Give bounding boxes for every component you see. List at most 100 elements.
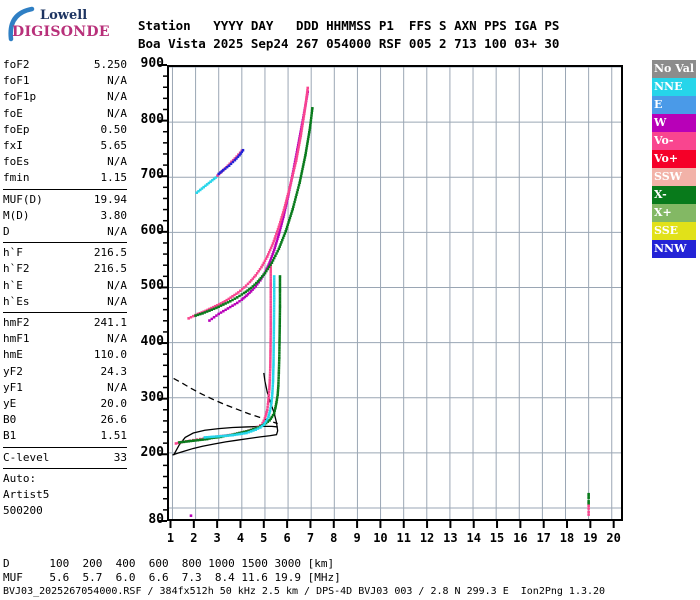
param-value: 33 (113, 450, 127, 464)
param-row: fxI 5.65 (3, 138, 127, 154)
x-tick-label: 10 (373, 531, 388, 545)
legend-item-x-[interactable]: X+ (652, 204, 696, 222)
param-group: h`F 216.5 h`F2 216.5 h`E N/A h`Es N/A (3, 245, 127, 310)
param-value: 110.0 (93, 348, 127, 362)
param-row: h`Es N/A (3, 294, 127, 310)
auto-scaler-code: 500200 (3, 504, 43, 518)
muf-distance-table: D 100 200 400 600 800 1000 1500 3000 [km… (3, 557, 341, 585)
param-key: M(D) (3, 208, 30, 222)
param-row: M(D) 3.80 (3, 208, 127, 224)
lowell-digisonde-logo: Lowell DIGISONDE (6, 4, 126, 48)
polarization-legend: No Val NNE E W Vo- Vo+ SSW X- X+ SSE NNW (652, 60, 696, 258)
param-value: 216.5 (93, 246, 127, 260)
y-tick-label: 500 (140, 278, 164, 294)
legend-item-sse[interactable]: SSE (652, 222, 696, 240)
x-tick-label: 11 (396, 531, 411, 545)
param-value: 3.80 (100, 208, 128, 222)
x-tick-label: 5 (260, 531, 268, 545)
ionogram-parameter-table: foF2 5.250 foF1 N/A foF1p N/A foE N/A foEp 0.50 fx… (3, 57, 127, 519)
muf-table-muf-row: MUF 5.6 5.7 6.0 6.6 7.3 8.4 11.6 19.9 [M… (3, 571, 341, 584)
param-value: N/A (107, 332, 127, 346)
param-row: fmin 1.15 (3, 170, 127, 186)
param-divider (3, 446, 127, 448)
y-tick-label: 600 (140, 222, 164, 238)
param-divider (3, 242, 127, 244)
param-value: N/A (107, 106, 127, 120)
x-tick-label: 2 (190, 531, 198, 545)
x-tick-label: 1 (166, 531, 175, 545)
x-tick-label: 16 (513, 531, 528, 545)
x-tick-label: 17 (536, 531, 551, 545)
param-row: yF1 N/A (3, 380, 127, 396)
legend-item-ssw[interactable]: SSW (652, 168, 696, 186)
param-group: C-level 33 (3, 450, 127, 466)
param-row: B0 26.6 (3, 412, 127, 428)
param-key: foEp (3, 122, 30, 136)
param-value: N/A (107, 294, 127, 308)
auto-scaler-label: Auto: (3, 471, 37, 485)
param-group: MUF(D) 19.94 M(D) 3.80 D N/A (3, 192, 127, 241)
param-row: h`E N/A (3, 278, 127, 294)
param-key: yE (3, 397, 17, 411)
param-key: h`F (3, 246, 23, 260)
param-key: fmin (3, 171, 30, 185)
param-group: hmF2 241.1 hmF1 N/A hmE 110.0 yF2 24.3 yF1 N/A yE 2… (3, 315, 127, 445)
logo-digisonde-text: DIGISONDE (12, 24, 110, 40)
y-tick-label: 400 (140, 334, 164, 350)
legend-item-x-[interactable]: X- (652, 186, 696, 204)
param-value: 19.94 (93, 192, 127, 206)
station-header-values: Boa Vista 2025 Sep24 267 054000 RSF 005 … (138, 36, 560, 51)
param-key: yF2 (3, 364, 23, 378)
x-tick-label: 15 (489, 531, 505, 545)
param-value: N/A (107, 74, 127, 88)
param-value: 24.3 (100, 364, 128, 378)
param-value: 216.5 (93, 262, 127, 276)
x-tick-label: 19 (583, 531, 598, 545)
y-tick-label: 200 (140, 445, 164, 461)
param-key: h`E (3, 278, 23, 292)
param-row: B1 1.51 (3, 428, 127, 444)
legend-item-nnw[interactable]: NNW (652, 240, 696, 258)
param-value: N/A (107, 155, 127, 169)
station-header: Station YYYY DAY DDD HHMMSS P1 FFS S AXN… (138, 17, 559, 53)
param-row: yF2 24.3 (3, 364, 127, 380)
param-row: hmF1 N/A (3, 331, 127, 347)
legend-item-vo-[interactable]: Vo+ (652, 150, 696, 168)
param-key: foF1 (3, 74, 30, 88)
param-key: B1 (3, 429, 17, 443)
muf-table-distance-row: D 100 200 400 600 800 1000 1500 3000 [km… (3, 557, 335, 570)
param-row: h`F2 216.5 (3, 261, 127, 277)
station-header-columns: Station YYYY DAY DDD HHMMSS P1 FFS S AXN… (138, 18, 560, 33)
logo-lowell-text: Lowell (40, 8, 88, 23)
param-row: hmE 110.0 (3, 347, 127, 363)
param-value: 0.50 (100, 122, 128, 136)
ionogram-plot[interactable] (167, 65, 623, 521)
param-key: D (3, 225, 10, 239)
x-tick-label: 6 (283, 531, 291, 545)
x-tick-label: 4 (236, 531, 245, 545)
legend-item-w[interactable]: W (652, 114, 696, 132)
logo-arc-icon (8, 6, 35, 42)
param-row: hmF2 241.1 (3, 315, 127, 331)
legend-item-nne[interactable]: NNE (652, 78, 696, 96)
legend-item-e[interactable]: E (652, 96, 696, 114)
param-key: foEs (3, 155, 30, 169)
param-value: 20.0 (100, 397, 128, 411)
y-tick-label: 300 (140, 389, 164, 405)
x-tick-label: 9 (353, 531, 361, 545)
legend-item-no-val[interactable]: No Val (652, 60, 696, 78)
param-value: N/A (107, 380, 127, 394)
param-key: h`F2 (3, 262, 30, 276)
param-key: hmE (3, 348, 23, 362)
y-tick-label: 900 (140, 56, 164, 71)
param-key: yF1 (3, 380, 23, 394)
param-row: foEs N/A (3, 154, 127, 170)
param-key: fxI (3, 139, 23, 153)
x-tick-label: 14 (466, 531, 481, 545)
param-key: foF2 (3, 58, 30, 71)
param-row: C-level 33 (3, 450, 127, 466)
legend-item-vo-[interactable]: Vo- (652, 132, 696, 150)
param-row: yE 20.0 (3, 396, 127, 412)
auto-scaler-name: Artist5 (3, 488, 50, 502)
